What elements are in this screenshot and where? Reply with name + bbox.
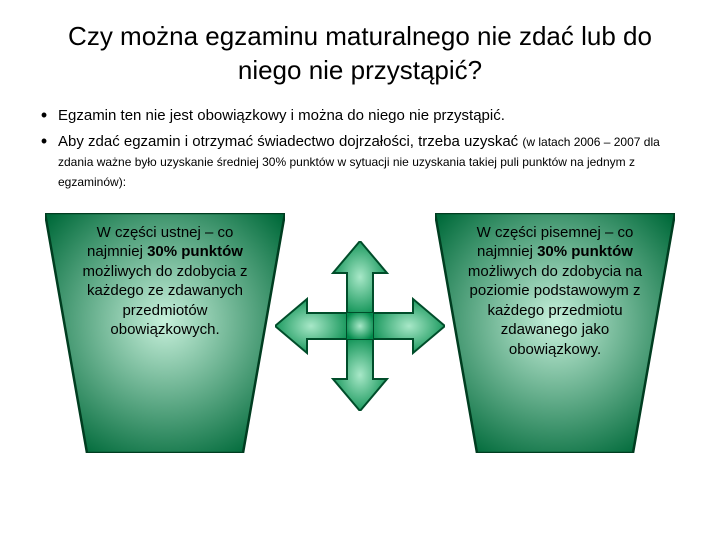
four-way-arrows [275,241,445,411]
left-trapezoid: W części ustnej – co najmniej 30% punktó… [45,213,285,453]
bullet-marker: • [30,106,58,124]
bullet-marker: • [30,132,58,150]
bullets-list: • Egzamin ten nie jest obowiązkowy i moż… [0,106,720,193]
left-trapezoid-text: W części ustnej – co najmniej 30% punktó… [45,213,285,453]
diagram-area: W części ustnej – co najmniej 30% punktó… [0,201,720,481]
bullet-text: Aby zdać egzamin i otrzymać świadectwo d… [58,132,690,193]
right-trapezoid-text: W części pisemnej – co najmniej 30% punk… [435,213,675,453]
bullet-text: Egzamin ten nie jest obowiązkowy i można… [58,106,690,126]
slide-title: Czy można egzaminu maturalnego nie zdać … [0,20,720,88]
right-trapezoid: W części pisemnej – co najmniej 30% punk… [435,213,675,453]
bullet-item: • Egzamin ten nie jest obowiązkowy i moż… [30,106,690,126]
bullet-item: • Aby zdać egzamin i otrzymać świadectwo… [30,132,690,193]
